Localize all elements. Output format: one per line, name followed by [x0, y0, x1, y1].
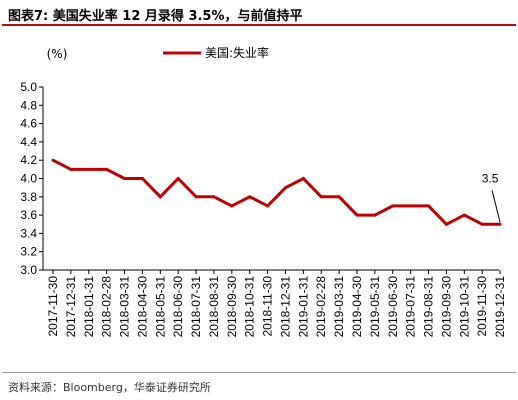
- x-tick-label: 2018-09-30: [225, 276, 239, 338]
- data-point: [266, 204, 270, 208]
- y-tick-label: 3.2: [20, 245, 37, 259]
- x-tick-label: 2019-06-30: [386, 276, 400, 338]
- figure-title: 图表7: 美国失业率 12 月录得 3.5%，与前值持平: [8, 9, 303, 24]
- series-line-unemployment: [52, 158, 501, 227]
- y-tick-label: 3.0: [20, 263, 37, 277]
- data-point: [391, 204, 395, 208]
- x-tick-label: 2019-05-31: [368, 276, 382, 338]
- x-tick-label: 2019-12-31: [493, 276, 507, 338]
- data-point: [301, 177, 305, 180]
- x-tick-label: 2019-07-31: [404, 276, 418, 338]
- x-tick-label: 2018-03-31: [118, 276, 132, 338]
- data-point: [105, 167, 109, 171]
- data-point: [319, 195, 323, 199]
- figure-source: 资料来源：Bloomberg，华泰证券研究所: [8, 381, 211, 394]
- annotation-label: 3.5: [482, 171, 499, 185]
- data-point: [123, 177, 127, 180]
- y-tick-label: 4.0: [20, 172, 37, 186]
- data-point: [248, 195, 252, 199]
- data-point: [409, 204, 413, 208]
- data-point: [194, 195, 198, 199]
- x-tick-label: 2019-01-31: [296, 276, 310, 338]
- y-tick-label: 5.0: [20, 80, 37, 94]
- x-tick-label: 2018-06-30: [171, 276, 185, 338]
- legend-label: 美国:失业率: [205, 45, 269, 60]
- x-tick-label: 2019-03-31: [332, 276, 346, 338]
- data-point: [140, 177, 144, 180]
- data-point: [373, 213, 377, 217]
- data-point: [51, 158, 55, 162]
- x-tick-label: 2019-11-30: [475, 276, 489, 337]
- x-tick-label: 2019-02-28: [314, 276, 328, 338]
- data-point: [230, 204, 234, 208]
- data-point: [176, 177, 180, 180]
- data-point: [69, 167, 73, 171]
- y-tick-label: 3.4: [20, 226, 37, 240]
- x-tick-label: 2018-08-31: [207, 276, 221, 338]
- x-tick-label: 2019-09-30: [439, 276, 453, 338]
- line-chart: (%) 5.0 4.8 4.6 4.4 4.2 4.0 3.8 3.6 3.4 3.2 3.0 2017…: [20, 45, 507, 338]
- data-point: [212, 195, 216, 199]
- x-tick-label: 2018-10-31: [243, 276, 257, 338]
- x-tick-label: 2018-12-31: [278, 276, 292, 338]
- x-tick-label: 2018-05-31: [153, 276, 167, 338]
- figure-header: 图表7: 美国失业率 12 月录得 3.5%，与前值持平: [0, 0, 518, 30]
- footer-rule: [2, 372, 516, 373]
- data-point: [462, 213, 466, 217]
- x-tick-label: 2018-07-31: [189, 276, 203, 338]
- data-point: [444, 222, 448, 226]
- data-point: [337, 195, 341, 199]
- annotation-leader: [491, 190, 501, 223]
- title-rule: [2, 24, 516, 26]
- x-tick-label: 2018-01-31: [82, 276, 96, 338]
- data-point: [427, 204, 431, 208]
- y-tick-label: 4.2: [20, 153, 37, 167]
- data-point: [480, 222, 484, 226]
- x-tick-label: 2017-11-30: [46, 276, 60, 337]
- data-point: [87, 167, 91, 171]
- x-tick-label: 2019-04-30: [350, 276, 364, 338]
- y-tick-label: 4.4: [20, 135, 37, 149]
- y-tick-label: 4.6: [20, 117, 37, 131]
- data-point: [158, 195, 162, 199]
- data-point: [283, 186, 287, 190]
- x-tick-label: 2019-10-31: [457, 276, 471, 338]
- x-tick-label: 2019-08-31: [422, 276, 436, 338]
- x-tick-label: 2017-12-31: [64, 276, 78, 338]
- data-point: [355, 213, 359, 217]
- y-tick-label: 3.8: [20, 190, 37, 204]
- y-tick-label: 3.6: [20, 208, 37, 222]
- x-tick-label: 2018-04-30: [135, 276, 149, 338]
- x-tick-label: 2018-02-28: [100, 276, 114, 338]
- y-tick-label: 4.8: [20, 98, 37, 112]
- data-point: [498, 222, 502, 226]
- x-tick-label: 2018-11-30: [261, 276, 275, 337]
- y-axis-label: (%): [47, 47, 68, 61]
